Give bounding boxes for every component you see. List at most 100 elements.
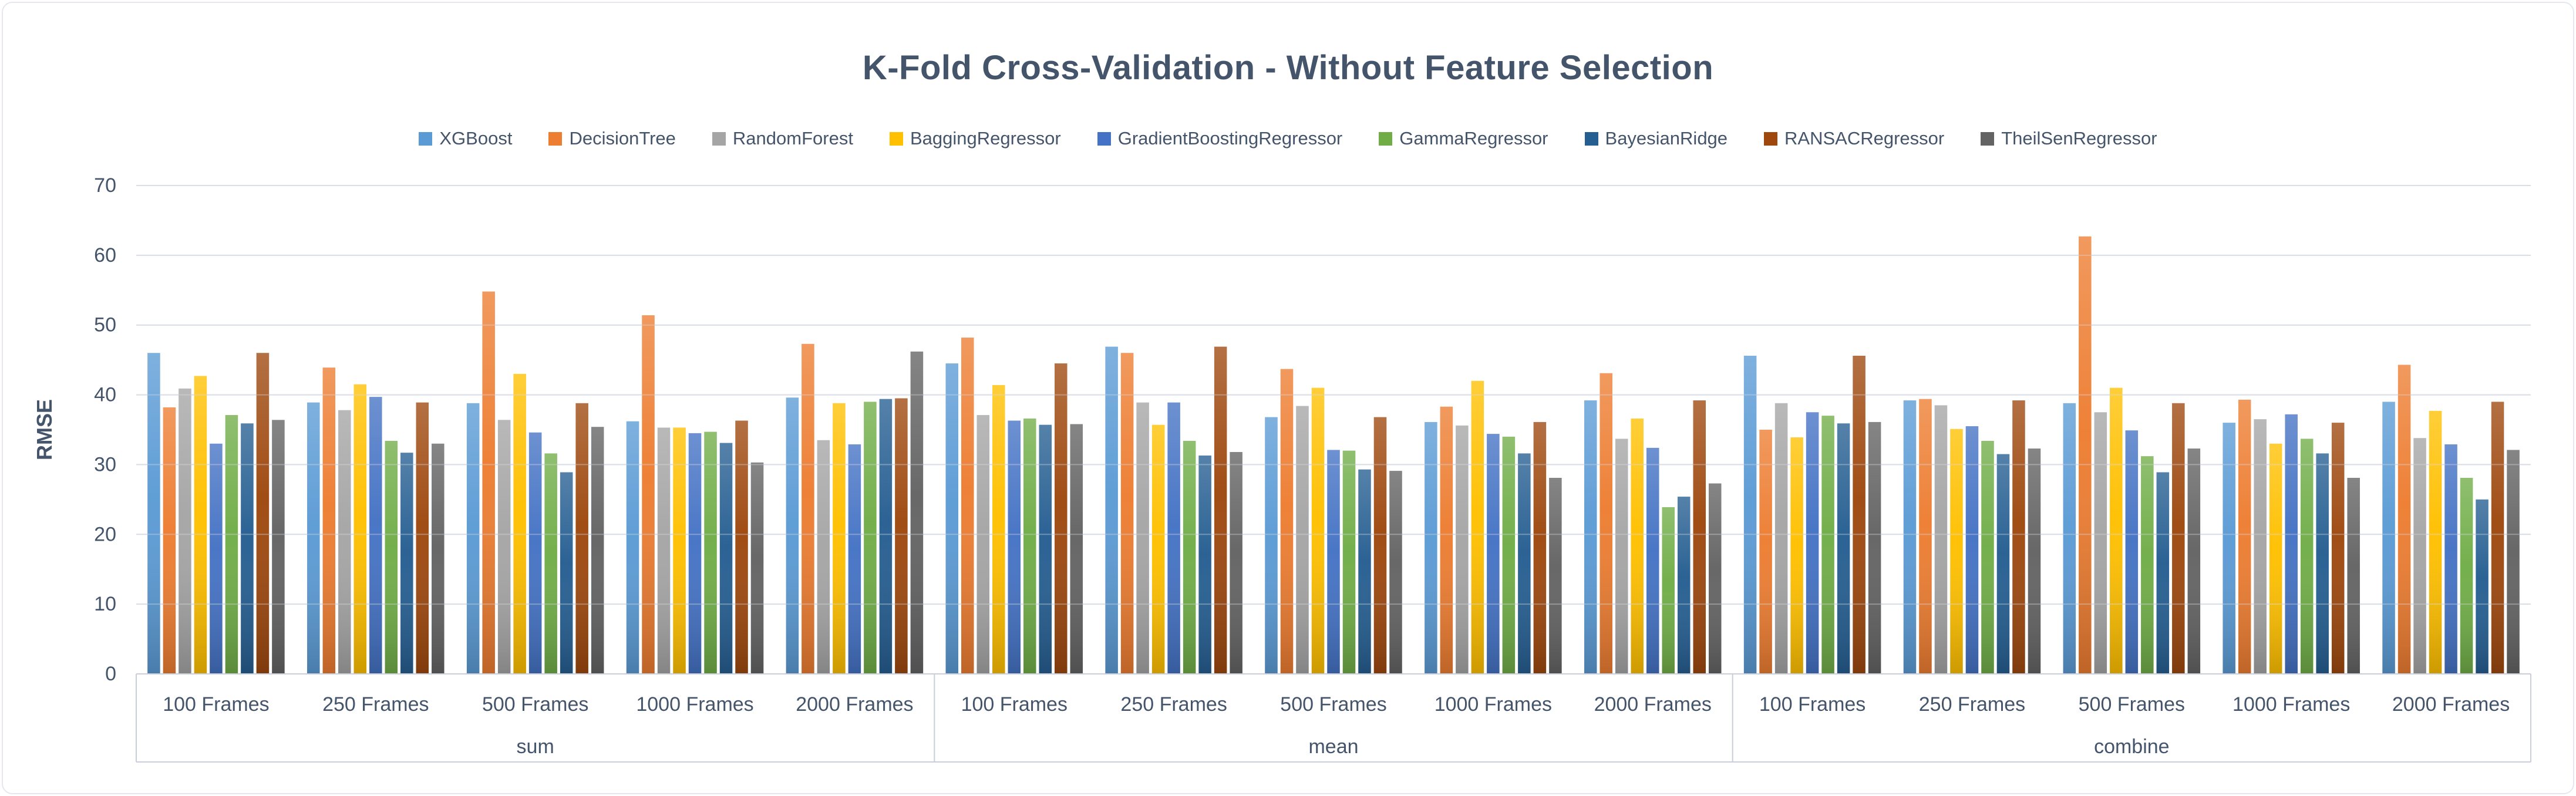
bar-shade — [1677, 497, 1691, 674]
y-tick-label: 30 — [94, 453, 116, 475]
bar-shade — [1198, 455, 1211, 674]
y-tick-label: 70 — [94, 174, 116, 197]
bar-shade — [2156, 472, 2170, 674]
bar-shade — [1456, 425, 1469, 674]
bar-shade — [1996, 454, 2010, 674]
bar-shade — [1615, 439, 1628, 674]
bar-shade — [2460, 478, 2473, 674]
bar-shade — [1981, 441, 1994, 674]
legend-label: XGBoost — [439, 128, 513, 149]
bar-shade — [1136, 402, 1149, 674]
bar-shade — [1950, 429, 1963, 674]
bar-shade — [1039, 424, 1052, 674]
y-tick-label: 20 — [94, 523, 116, 545]
bar-shade — [673, 427, 686, 674]
bar-shade — [2507, 450, 2520, 674]
bar-shade — [1549, 478, 1562, 674]
y-tick-label: 10 — [94, 593, 116, 615]
category-label: 2000 Frames — [796, 693, 913, 716]
category-label: 100 Frames — [961, 693, 1068, 716]
legend-swatch-icon — [1981, 131, 1995, 146]
bar-shade — [895, 398, 908, 674]
bar-shade — [1708, 483, 1722, 674]
bar-shade — [817, 440, 830, 674]
bar-shade — [2141, 456, 2154, 674]
bar-shade — [2413, 438, 2426, 674]
bar-shade — [1502, 436, 1516, 674]
bar-shade — [560, 472, 573, 674]
bar-shade — [2382, 402, 2395, 674]
bar-shade — [1584, 400, 1597, 674]
bar-shade — [1265, 417, 1278, 674]
legend-item-GammaRegressor: GammaRegressor — [1379, 128, 1548, 149]
legend-item-GradientBoostingRegressor: GradientBoostingRegressor — [1097, 128, 1342, 149]
bar-shade — [1373, 417, 1387, 674]
bar-shade — [400, 453, 413, 674]
bar-shade — [1311, 387, 1325, 674]
bar-shade — [626, 421, 639, 674]
bar-shade — [1693, 400, 1706, 674]
bar-shade — [1919, 399, 1932, 674]
legend-item-TheilSenRegressor: TheilSenRegressor — [1981, 128, 2157, 149]
bar-shade — [688, 433, 702, 674]
bar-shade — [1280, 369, 1294, 674]
category-label: 250 Frames — [1120, 693, 1227, 716]
bar-shade — [2110, 387, 2123, 674]
bar-shade — [2316, 453, 2329, 674]
legend-label: BayesianRidge — [1605, 128, 1728, 149]
bar-shade — [1342, 450, 1356, 674]
bar-shade — [2094, 412, 2107, 674]
legend-label: RandomForest — [732, 128, 853, 149]
bar-shade — [1120, 353, 1134, 674]
bar-shade — [2254, 419, 2267, 674]
bar-shade — [2491, 402, 2504, 674]
bar-shade — [322, 367, 336, 674]
legend-item-XGBoost: XGBoost — [419, 128, 512, 149]
bar-shade — [2063, 403, 2076, 674]
bar-shade — [528, 432, 542, 674]
legend-label: DecisionTree — [569, 128, 676, 149]
bar-shade — [1903, 400, 1917, 674]
legend-label: BaggingRegressor — [910, 128, 1061, 149]
bar-shade — [1600, 373, 1612, 674]
section-label: combine — [2094, 736, 2170, 758]
bar-shade — [719, 443, 733, 674]
bar-shade — [1389, 471, 1402, 674]
bar-shade — [1440, 406, 1453, 674]
bar-shade — [482, 291, 495, 674]
category-label: 500 Frames — [482, 693, 588, 716]
y-tick-label: 0 — [105, 663, 116, 685]
bar-shade — [1167, 402, 1180, 674]
bar-shade — [2223, 423, 2235, 674]
bar-shade — [241, 423, 254, 674]
legend-item-RANSACRegressor: RANSACRegressor — [1764, 128, 1944, 149]
legend-swatch-icon — [889, 131, 903, 146]
legend-swatch-icon — [1097, 131, 1111, 146]
bar-shade — [1105, 346, 1118, 674]
bar-shade — [2269, 443, 2282, 674]
bar-shade — [1631, 418, 1644, 674]
bar-shade — [225, 415, 238, 674]
bar-shade — [2238, 399, 2251, 674]
bar-shade — [802, 343, 814, 674]
category-label: 100 Frames — [1759, 693, 1866, 716]
section-label: sum — [517, 736, 554, 758]
bar-shade — [256, 353, 270, 674]
bar-shade — [833, 403, 846, 674]
bar-shade — [1533, 421, 1547, 674]
bar-shade — [1759, 430, 1772, 674]
y-axis-title: RMSE — [32, 399, 56, 460]
legend-item-RandomForest: RandomForest — [712, 128, 853, 149]
bar-shade — [163, 407, 176, 674]
bar-shade — [1853, 356, 1866, 674]
bar-shade — [307, 402, 320, 674]
y-tick-label: 60 — [94, 244, 116, 267]
bar-shade — [879, 399, 893, 674]
bar-shade — [1790, 437, 1803, 674]
bar-shade — [735, 420, 748, 674]
bar-shade — [1774, 403, 1788, 674]
bar-shade — [1296, 406, 1309, 674]
bar-shade — [992, 384, 1005, 674]
bar-shade — [210, 443, 223, 674]
